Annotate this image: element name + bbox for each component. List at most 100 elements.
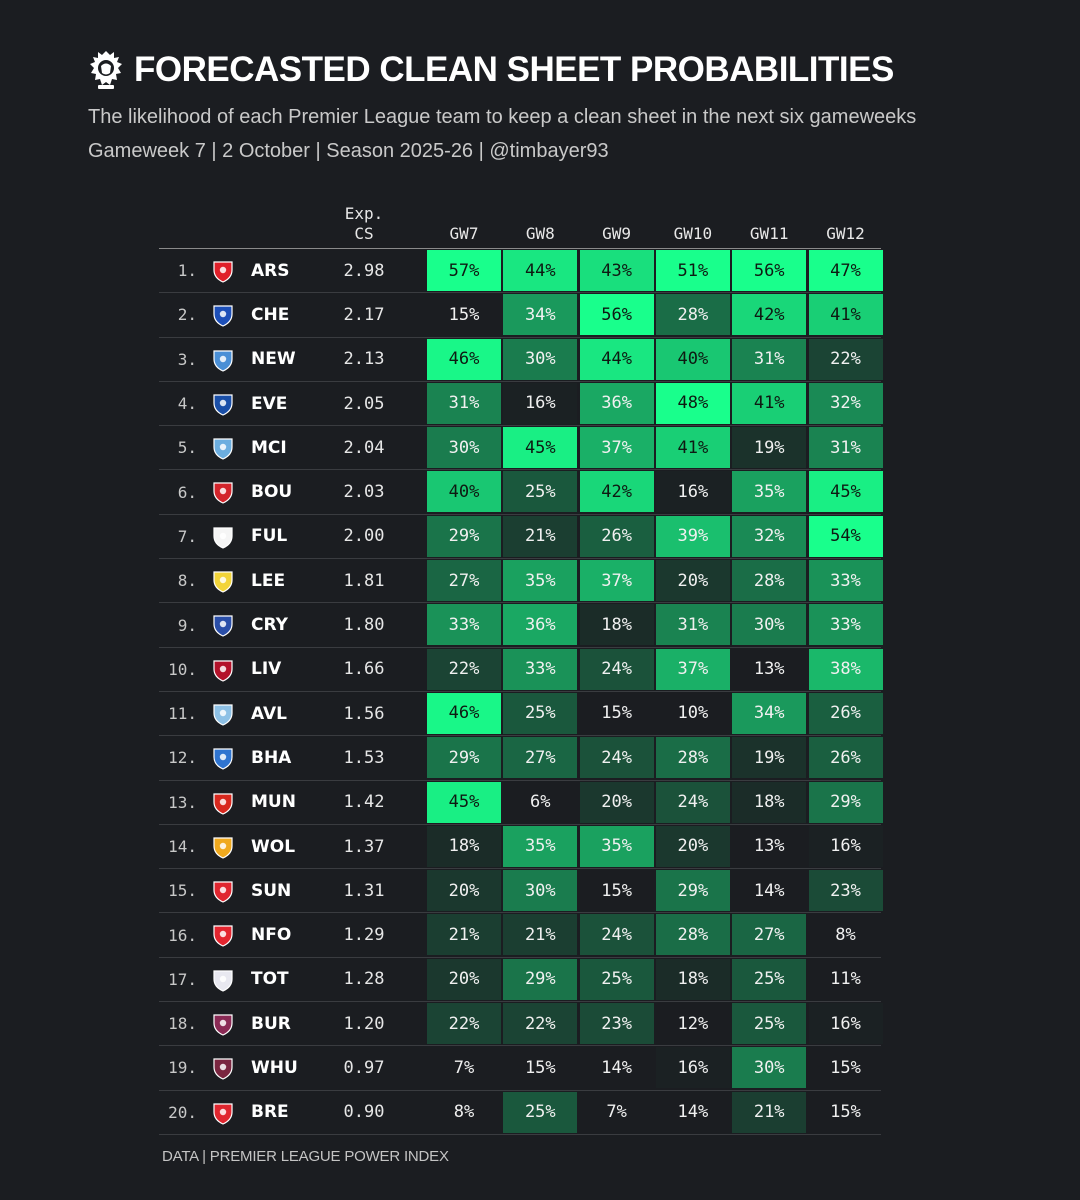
probability-cell: 25% xyxy=(732,958,807,1000)
probability-cell: 31% xyxy=(808,427,883,469)
probability-cell: 29% xyxy=(427,515,501,557)
probability-cell: 13% xyxy=(732,648,807,690)
team-abbrev: BHA xyxy=(251,747,292,768)
gw-header: GW11 xyxy=(749,224,789,243)
table-row: 4. EVE 2.05 31% 16% 36% 48% 41% 32% xyxy=(159,382,883,427)
probability-cell: 32% xyxy=(808,382,883,424)
probability-cell: 21% xyxy=(732,1091,807,1133)
probability-cell: 8% xyxy=(427,1091,501,1133)
probability-cell: 8% xyxy=(808,914,883,956)
probability-cell: 26% xyxy=(808,692,883,734)
probability-cell: 41% xyxy=(808,294,883,336)
table-row: 7. FUL 2.00 29% 21% 26% 39% 32% 54% xyxy=(159,515,883,560)
probability-cell: 25% xyxy=(579,958,654,1000)
premier-league-lion-icon xyxy=(90,51,122,89)
table-row: 2. CHE 2.17 15% 34% 56% 28% 42% 41% xyxy=(159,293,883,338)
probability-cell: 16% xyxy=(655,471,730,513)
probability-cell: 39% xyxy=(655,515,730,557)
probability-cell: 25% xyxy=(732,1003,807,1045)
table-row: 3. NEW 2.13 46% 30% 44% 40% 31% 22% xyxy=(159,338,883,382)
exp-cs-value: 2.17 xyxy=(343,304,385,325)
probability-cell: 31% xyxy=(427,382,501,424)
probability-cell: 20% xyxy=(427,958,501,1000)
probability-cell: 28% xyxy=(655,914,730,956)
probability-cell: 30% xyxy=(503,870,578,912)
probability-cell: 34% xyxy=(503,294,578,336)
probability-cell: 7% xyxy=(579,1091,654,1133)
probability-cell: 30% xyxy=(732,1047,807,1089)
table-row: 17. TOT 1.28 20% 29% 25% 18% 25% 11% xyxy=(159,958,883,1003)
probability-cell: 15% xyxy=(579,870,654,912)
table-row: 1. ARS 2.98 57% 44% 43% 51% 56% 47% xyxy=(159,249,883,294)
rank-label: 5. xyxy=(177,438,197,458)
probability-cell: 42% xyxy=(579,471,654,513)
rank-label: 12. xyxy=(168,748,197,768)
table-row: 13. MUN 1.42 45% 6% 20% 24% 18% 29% xyxy=(159,781,883,825)
probability-cell: 41% xyxy=(655,427,730,469)
probability-cell: 40% xyxy=(427,471,501,513)
probability-cell: 18% xyxy=(427,825,501,867)
probability-cell: 33% xyxy=(808,604,883,646)
probability-cell: 46% xyxy=(427,692,501,734)
team-abbrev: SUN xyxy=(251,880,292,901)
probability-cell: 19% xyxy=(732,737,807,779)
probability-cell: 40% xyxy=(655,338,730,380)
rank-label: 19. xyxy=(168,1058,197,1078)
chart-subtitle-meta: Gameweek 7 | 2 October | Season 2025-26 … xyxy=(88,140,609,162)
probability-cell: 16% xyxy=(655,1047,730,1089)
probability-cell: 7% xyxy=(427,1047,501,1089)
probability-cell: 25% xyxy=(503,1091,578,1133)
column-headers: Exp. CS GW7 GW8 GW9 GW10 GW11 GW12 xyxy=(159,194,881,249)
probability-cell: 20% xyxy=(579,781,654,823)
probability-cell: 15% xyxy=(808,1047,883,1089)
probability-cell: 22% xyxy=(503,1003,578,1045)
probability-cell: 35% xyxy=(579,825,654,867)
table-row: 11. AVL 1.56 46% 25% 15% 10% 34% 26% xyxy=(159,692,883,737)
probability-cell: 30% xyxy=(427,427,501,469)
exp-cs-value: 1.28 xyxy=(343,969,385,990)
exp-cs-value: 2.04 xyxy=(343,437,385,458)
table-row: 5. MCI 2.04 30% 45% 37% 41% 19% 31% xyxy=(159,426,883,471)
clean-sheet-table: Exp. CS GW7 GW8 GW9 GW10 GW11 GW12 1. ARS 2.98 5… xyxy=(159,194,883,1135)
brighton-crest-icon xyxy=(211,746,235,770)
probability-cell: 15% xyxy=(427,294,501,336)
probability-cell: 46% xyxy=(427,338,501,380)
team-abbrev: NEW xyxy=(251,349,296,370)
probability-cell: 37% xyxy=(579,560,654,602)
data-source-footer: DATA | PREMIER LEAGUE POWER INDEX xyxy=(162,1148,449,1165)
team-abbrev: CRY xyxy=(251,615,288,636)
probability-cell: 30% xyxy=(732,604,807,646)
probability-cell: 14% xyxy=(732,870,807,912)
man-city-crest-icon xyxy=(211,436,235,460)
crystal-palace-crest-icon xyxy=(211,613,235,638)
probability-cell: 29% xyxy=(808,781,883,823)
probability-cell: 36% xyxy=(503,604,578,646)
rank-label: 3. xyxy=(177,349,197,369)
probability-cell: 12% xyxy=(655,1003,730,1045)
probability-cell: 22% xyxy=(427,1003,501,1045)
exp-cs-value: 0.90 xyxy=(343,1102,385,1123)
rank-label: 15. xyxy=(168,881,197,901)
probability-cell: 42% xyxy=(732,294,807,336)
probability-cell: 27% xyxy=(732,914,807,956)
probability-cell: 16% xyxy=(503,382,578,424)
probability-cell: 29% xyxy=(503,958,578,1000)
probability-cell: 20% xyxy=(427,870,501,912)
team-abbrev: WOL xyxy=(251,836,296,857)
team-abbrev: LIV xyxy=(251,659,282,680)
man-united-crest-icon xyxy=(211,791,235,815)
table-row: 8. LEE 1.81 27% 35% 37% 20% 28% 33% xyxy=(159,559,883,604)
probability-cell: 21% xyxy=(503,914,578,956)
probability-cell: 26% xyxy=(579,515,654,557)
exp-cs-header-line2: CS xyxy=(354,224,374,243)
title-row: FORECASTED CLEAN SHEET PROBABILITIES xyxy=(88,46,1048,94)
probability-cell: 21% xyxy=(427,914,501,956)
probability-cell: 29% xyxy=(655,870,730,912)
probability-cell: 28% xyxy=(732,560,807,602)
exp-cs-value: 1.29 xyxy=(343,925,385,946)
gw-header: GW9 xyxy=(602,224,632,243)
exp-cs-value: 2.00 xyxy=(343,526,385,547)
probability-cell: 18% xyxy=(579,604,654,646)
probability-cell: 45% xyxy=(808,471,883,513)
chart-title: FORECASTED CLEAN SHEET PROBABILITIES xyxy=(134,50,894,89)
